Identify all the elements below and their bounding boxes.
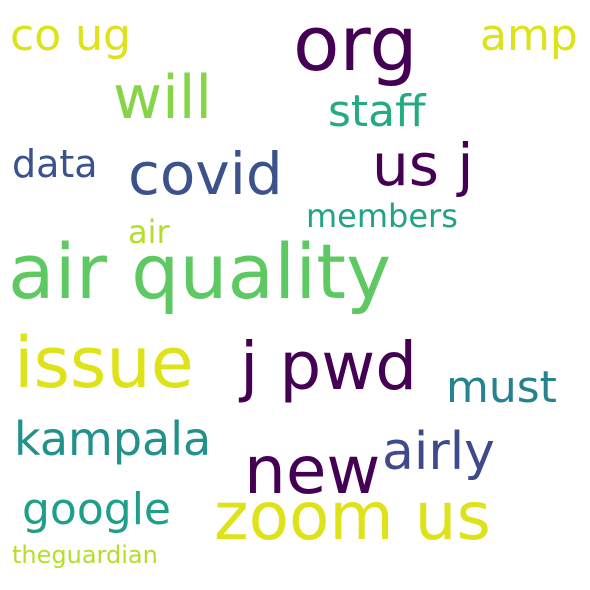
word-new: new	[244, 438, 380, 504]
word-covid: covid	[128, 145, 283, 203]
word-google: google	[22, 488, 171, 532]
word-air: air	[128, 216, 170, 248]
word-amp: amp	[480, 14, 578, 58]
word-staff: staff	[328, 90, 425, 134]
word-j-pwd: j pwd	[240, 334, 417, 400]
word-members: members	[306, 200, 458, 232]
word-data: data	[12, 145, 98, 183]
word-issue: issue	[14, 328, 194, 398]
word-must: must	[446, 366, 557, 410]
word-org: org	[293, 6, 418, 82]
word-theguardian: theguardian	[12, 543, 158, 567]
word-kampala: kampala	[14, 416, 211, 462]
word-us-j: us j	[372, 136, 474, 194]
word-co-ug: co ug	[10, 14, 131, 58]
word-will: will	[113, 68, 212, 128]
word-air-quality: air quality	[8, 234, 391, 310]
word-airly: airly	[382, 426, 495, 478]
